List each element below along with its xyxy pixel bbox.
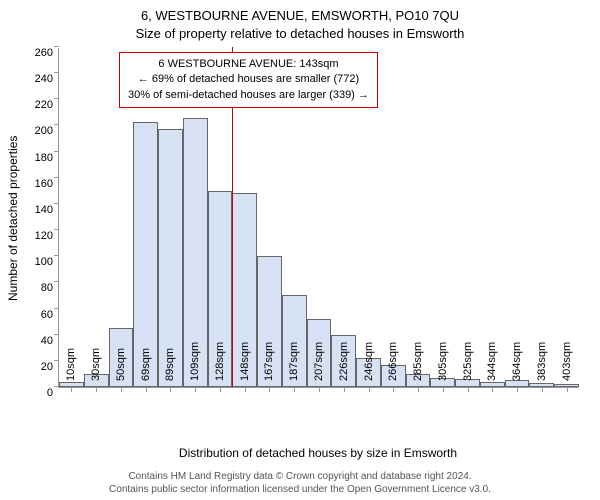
chart-title-2: Size of property relative to detached ho… bbox=[0, 26, 600, 41]
y-tick-label: 160 bbox=[35, 178, 59, 190]
x-tick-mark bbox=[220, 387, 221, 392]
annotation-line-2: ← 69% of detached houses are smaller (77… bbox=[128, 72, 369, 87]
y-tick-mark bbox=[54, 308, 59, 309]
x-tick-mark bbox=[195, 387, 196, 392]
y-tick-label: 20 bbox=[41, 361, 59, 373]
x-tick-mark bbox=[294, 387, 295, 392]
y-tick-label: 60 bbox=[41, 309, 59, 321]
footer-line-2: Contains public sector information licen… bbox=[0, 483, 600, 496]
y-tick-label: 240 bbox=[35, 73, 59, 85]
x-tick-label: 128sqm bbox=[214, 342, 226, 387]
y-tick-mark bbox=[54, 334, 59, 335]
y-tick-label: 40 bbox=[41, 335, 59, 347]
annotation-box: 6 WESTBOURNE AVENUE: 143sqm← 69% of deta… bbox=[119, 52, 378, 108]
y-tick-label: 80 bbox=[41, 282, 59, 294]
y-tick-label: 220 bbox=[35, 99, 59, 111]
y-tick-label: 180 bbox=[35, 152, 59, 164]
x-tick-label: 109sqm bbox=[189, 342, 201, 387]
x-tick-label: 207sqm bbox=[313, 342, 325, 387]
footer-credits: Contains HM Land Registry data © Crown c… bbox=[0, 470, 600, 496]
y-axis-label: Number of detached properties bbox=[6, 48, 20, 388]
y-tick-label: 140 bbox=[35, 204, 59, 216]
x-tick-mark bbox=[418, 387, 419, 392]
y-tick-mark bbox=[54, 177, 59, 178]
y-tick-label: 260 bbox=[35, 47, 59, 59]
x-tick-label: 226sqm bbox=[338, 342, 350, 387]
x-tick-label: 10sqm bbox=[65, 348, 77, 387]
y-tick-mark bbox=[54, 203, 59, 204]
x-tick-mark bbox=[170, 387, 171, 392]
x-tick-label: 325sqm bbox=[462, 342, 474, 387]
x-tick-label: 148sqm bbox=[239, 342, 251, 387]
x-tick-mark bbox=[443, 387, 444, 392]
x-tick-mark bbox=[146, 387, 147, 392]
y-tick-label: 120 bbox=[35, 230, 59, 242]
x-tick-label: 167sqm bbox=[263, 342, 275, 387]
x-tick-label: 383sqm bbox=[536, 342, 548, 387]
x-tick-label: 246sqm bbox=[363, 342, 375, 387]
x-tick-mark bbox=[319, 387, 320, 392]
x-tick-mark bbox=[468, 387, 469, 392]
x-tick-label: 344sqm bbox=[486, 342, 498, 387]
y-tick-mark bbox=[54, 281, 59, 282]
y-tick-mark bbox=[54, 98, 59, 99]
x-tick-mark bbox=[369, 387, 370, 392]
x-tick-label: 285sqm bbox=[412, 342, 424, 387]
chart-container: 6, WESTBOURNE AVENUE, EMSWORTH, PO10 7QU… bbox=[0, 0, 600, 500]
x-tick-mark bbox=[269, 387, 270, 392]
x-tick-mark bbox=[344, 387, 345, 392]
x-tick-mark bbox=[245, 387, 246, 392]
x-tick-label: 30sqm bbox=[90, 348, 102, 387]
x-tick-label: 305sqm bbox=[437, 342, 449, 387]
y-tick-label: 100 bbox=[35, 256, 59, 268]
x-tick-mark bbox=[492, 387, 493, 392]
x-tick-label: 266sqm bbox=[387, 342, 399, 387]
x-tick-mark bbox=[96, 387, 97, 392]
x-tick-mark bbox=[71, 387, 72, 392]
annotation-line-1: 6 WESTBOURNE AVENUE: 143sqm bbox=[128, 57, 369, 72]
chart-title-1: 6, WESTBOURNE AVENUE, EMSWORTH, PO10 7QU bbox=[0, 8, 600, 23]
y-tick-mark bbox=[54, 360, 59, 361]
plot-area: 02040608010012014016018020022024026010sq… bbox=[58, 48, 578, 388]
x-axis-label: Distribution of detached houses by size … bbox=[58, 446, 578, 460]
x-tick-label: 187sqm bbox=[288, 342, 300, 387]
y-tick-label: 200 bbox=[35, 125, 59, 137]
x-tick-label: 69sqm bbox=[140, 348, 152, 387]
y-tick-label: 0 bbox=[47, 387, 59, 399]
y-tick-mark bbox=[54, 124, 59, 125]
x-tick-mark bbox=[393, 387, 394, 392]
y-tick-mark bbox=[54, 229, 59, 230]
x-tick-mark bbox=[567, 387, 568, 392]
y-tick-mark bbox=[54, 72, 59, 73]
x-tick-mark bbox=[121, 387, 122, 392]
footer-line-1: Contains HM Land Registry data © Crown c… bbox=[0, 470, 600, 483]
x-tick-label: 364sqm bbox=[511, 342, 523, 387]
x-tick-label: 89sqm bbox=[164, 348, 176, 387]
x-tick-mark bbox=[542, 387, 543, 392]
x-tick-label: 403sqm bbox=[561, 342, 573, 387]
y-tick-mark bbox=[54, 46, 59, 47]
x-tick-label: 50sqm bbox=[115, 348, 127, 387]
annotation-line-3: 30% of semi-detached houses are larger (… bbox=[128, 88, 369, 103]
y-tick-mark bbox=[54, 255, 59, 256]
x-tick-mark bbox=[517, 387, 518, 392]
y-tick-mark bbox=[54, 151, 59, 152]
